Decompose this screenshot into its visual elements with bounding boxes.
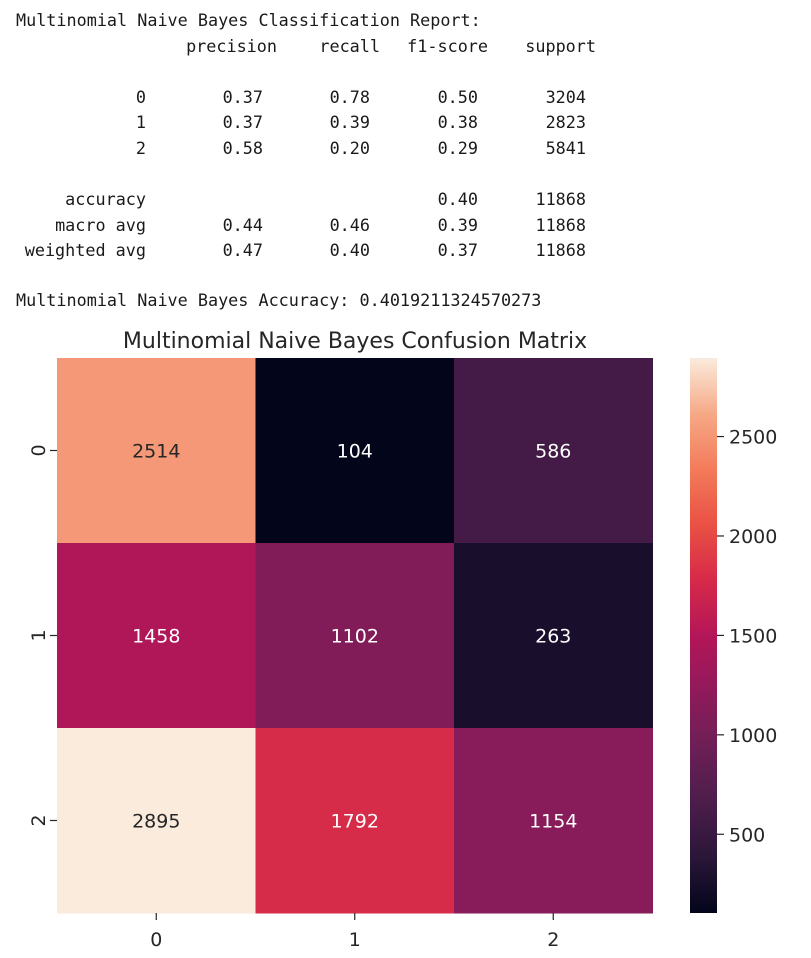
y-tick-label-2: 2	[28, 814, 50, 826]
chart-title: Multinomial Naive Bayes Confusion Matrix	[123, 329, 587, 354]
report-row-class-0: 0 0.37 0.78 0.50 3204	[16, 85, 586, 111]
heatmap-cell-2-1	[255, 728, 455, 914]
heatmap-cell-2-2	[454, 728, 653, 914]
recall-value: 0.39	[329, 112, 370, 133]
heatmap-cell-1-2	[454, 543, 653, 729]
row-label: macro avg	[55, 214, 146, 235]
heatmap-cell-2-0	[57, 728, 256, 914]
report-row-class-1: 1 0.37 0.39 0.38 2823	[16, 110, 586, 136]
x-tick-label-0: 0	[150, 929, 162, 951]
cell-value-label-2-2: 1154	[529, 811, 577, 833]
support-value: 2823	[545, 112, 586, 133]
f1-value: 0.29	[437, 137, 478, 158]
x-tick-label-1: 1	[349, 929, 361, 951]
recall-value: 0.40	[329, 240, 370, 261]
cell-value-label-1-0: 1458	[132, 626, 180, 648]
classification-report: Multinomial Naive Bayes Classification R…	[16, 8, 596, 264]
cell-value-label-0-1: 104	[337, 441, 373, 463]
report-row-weighted-avg: weighted avg 0.47 0.40 0.37 11868	[16, 238, 586, 264]
row-label: weighted avg	[24, 240, 146, 261]
heatmap-cell-1-1	[255, 543, 455, 729]
row-label: 2	[135, 137, 146, 158]
report-row-class-2: 2 0.58 0.20 0.29 5841	[16, 136, 586, 162]
heatmap-cell-0-0	[57, 358, 256, 544]
recall-value: 0.46	[329, 214, 370, 235]
precision-value: 0.44	[222, 214, 263, 235]
colorbar	[690, 358, 717, 913]
colorbar-tick-label-1000: 1000	[729, 725, 777, 747]
heatmap-cell-1-0	[57, 543, 256, 729]
support-value: 11868	[535, 189, 586, 210]
header-precision: precision	[186, 35, 277, 56]
y-tick-label-1: 1	[28, 629, 50, 641]
recall-value: 0.20	[329, 137, 370, 158]
cell-value-label-0-2: 586	[535, 441, 571, 463]
accuracy-line: Multinomial Naive Bayes Accuracy: 0.4019…	[16, 290, 542, 310]
header-recall: recall	[319, 35, 380, 56]
support-value: 5841	[545, 137, 586, 158]
row-label: 0	[135, 86, 146, 107]
cell-value-label-2-0: 2895	[132, 811, 180, 833]
cell-value-label-1-1: 1102	[331, 626, 379, 648]
report-title: Multinomial Naive Bayes Classification R…	[16, 10, 481, 30]
precision-value: 0.37	[222, 112, 263, 133]
y-tick-label-0: 0	[28, 444, 50, 456]
f1-value: 0.37	[437, 240, 478, 261]
f1-value: 0.39	[437, 214, 478, 235]
support-value: 3204	[545, 86, 586, 107]
precision-value: 0.37	[222, 86, 263, 107]
report-row-macro-avg: macro avg 0.44 0.46 0.39 11868	[16, 213, 586, 239]
recall-value: 0.78	[329, 86, 370, 107]
cell-value-label-2-1: 1792	[331, 811, 379, 833]
colorbar-tick-label-500: 500	[729, 824, 765, 846]
report-row-accuracy: accuracy 0.40 11868	[16, 187, 586, 213]
precision-value: 0.58	[222, 137, 263, 158]
heatmap-cell-0-1	[255, 358, 455, 544]
support-value: 11868	[535, 214, 586, 235]
support-value: 11868	[535, 240, 586, 261]
row-label: 1	[135, 112, 146, 133]
f1-value: 0.38	[437, 112, 478, 133]
heatmap-cell-0-2	[454, 358, 653, 544]
header-support: support	[525, 35, 596, 56]
colorbar-tick-label-2000: 2000	[729, 526, 777, 548]
f1-value: 0.40	[437, 189, 478, 210]
cell-value-label-0-0: 2514	[132, 441, 180, 463]
report-header-row: precision recall f1-score support	[16, 34, 596, 60]
row-label: accuracy	[65, 189, 146, 210]
f1-value: 0.50	[437, 86, 478, 107]
header-f1-score: f1-score	[407, 35, 488, 56]
colorbar-tick-label-2500: 2500	[729, 427, 777, 449]
precision-value: 0.47	[222, 240, 263, 261]
colorbar-tick-label-1500: 1500	[729, 625, 777, 647]
cell-value-label-1-2: 263	[535, 626, 571, 648]
x-tick-label-2: 2	[547, 929, 559, 951]
report-title-row: Multinomial Naive Bayes Classification R…	[16, 8, 481, 34]
